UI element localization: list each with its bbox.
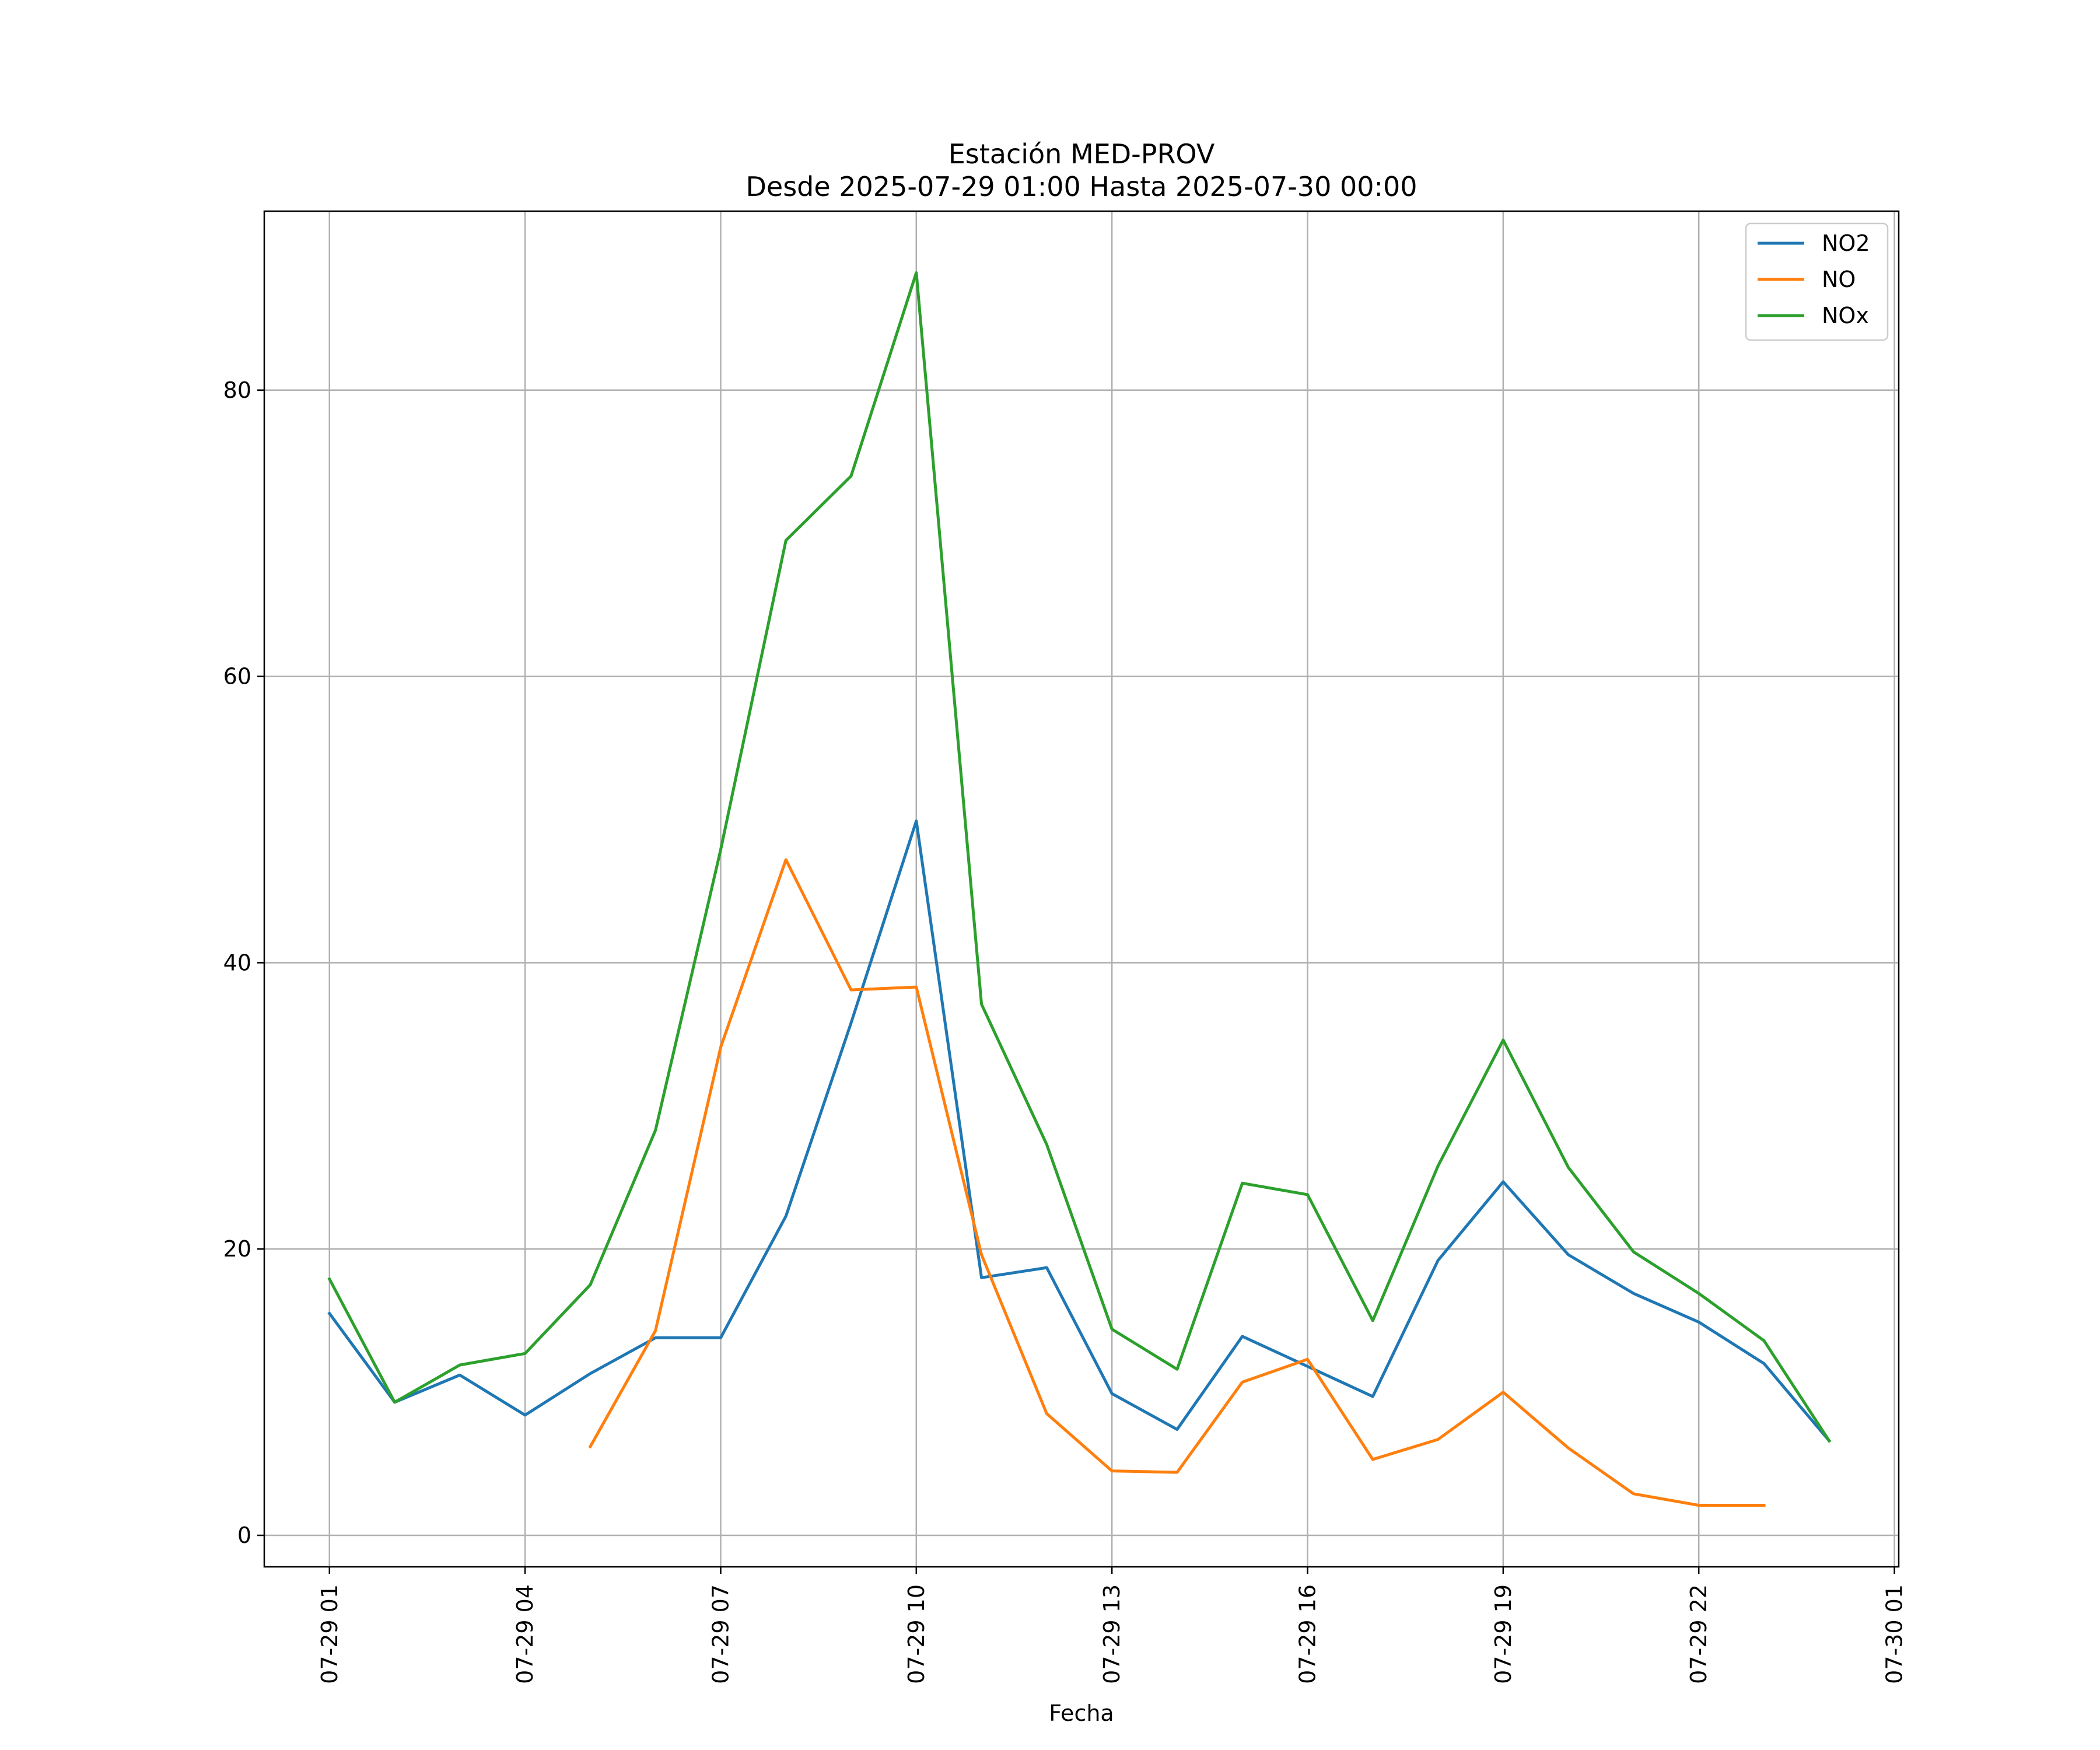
y-tick-label: 40 — [223, 950, 251, 975]
series-layer — [327, 271, 1832, 1507]
x-tick-label: 07-29 04 — [512, 1584, 538, 1684]
series-line-nox — [327, 271, 1832, 1443]
series-line-no — [588, 858, 1766, 1507]
x-tick-label: 07-29 13 — [1099, 1584, 1125, 1684]
y-tick-label: 0 — [237, 1522, 251, 1548]
grid — [264, 211, 1899, 1567]
legend-label-nox: NOx — [1822, 303, 1869, 328]
legend: NO2 NO NOx — [1745, 222, 1889, 341]
x-tick-label: 07-29 10 — [904, 1584, 929, 1684]
series-line-no2 — [327, 819, 1832, 1443]
x-axis: 07-29 01 07-29 04 07-29 07 07-29 10 07-29 13… — [317, 1567, 1908, 1684]
legend-label-no2: NO2 — [1822, 230, 1870, 256]
legend-label-no: NO — [1822, 267, 1856, 292]
y-tick-label: 20 — [223, 1236, 251, 1262]
x-tick-label: 07-29 19 — [1490, 1584, 1516, 1684]
x-tick-label: 07-29 01 — [317, 1584, 342, 1684]
x-axis-label: Fecha — [1049, 1700, 1114, 1726]
y-tick-label: 60 — [223, 664, 251, 690]
plot-frame — [263, 210, 1900, 1568]
x-tick-label: 07-29 07 — [708, 1584, 733, 1684]
x-tick-label: 07-29 22 — [1686, 1584, 1712, 1684]
chart-subtitle: Desde 2025-07-29 01:00 Hasta 2025-07-30 … — [746, 171, 1417, 202]
legend-box — [1745, 222, 1889, 341]
y-tick-label: 80 — [223, 377, 251, 403]
y-axis: 0 20 40 60 80 — [223, 377, 264, 1548]
x-tick-label: 07-29 16 — [1295, 1584, 1321, 1684]
x-tick-label: 07-30 01 — [1882, 1584, 1908, 1684]
chart-title: Estación MED-PROV — [949, 138, 1215, 170]
